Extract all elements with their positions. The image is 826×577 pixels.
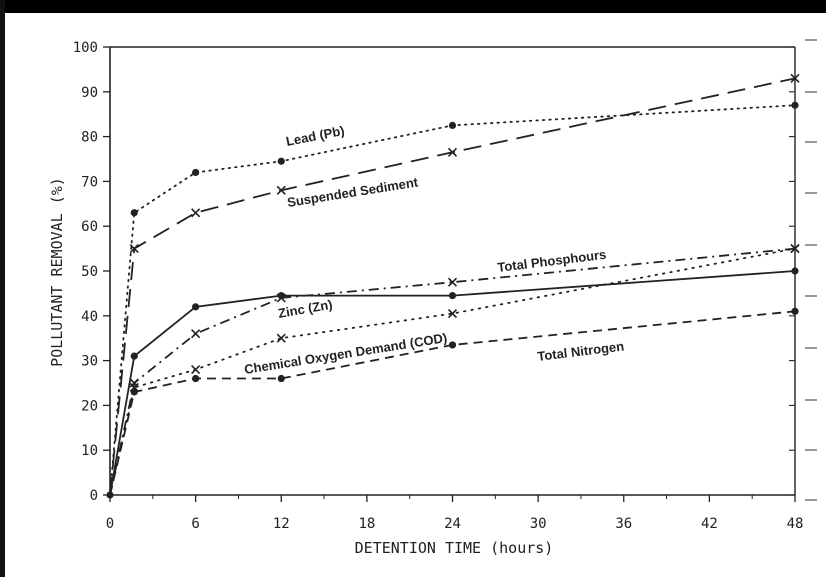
data-point	[106, 491, 114, 499]
y-tick-label: 80	[81, 130, 98, 146]
data-point	[448, 341, 457, 349]
data-point	[276, 185, 286, 195]
y-tick-label: 100	[73, 40, 98, 56]
data-point	[277, 292, 285, 300]
y-tick-label: 30	[81, 354, 98, 370]
data-point	[447, 308, 458, 319]
data-point	[448, 121, 457, 129]
x-tick-label: 24	[444, 516, 461, 532]
series-line	[109, 104, 796, 496]
tick-layer: 0 6 12 18 24 30 36 42 48 0 10 20 30 40 50 60 70 80 90 100	[73, 40, 804, 532]
data-point	[790, 244, 800, 254]
scan-left-border	[0, 0, 5, 577]
x-axis-title: DETENTION TIME (hours)	[355, 539, 554, 557]
chart-axes	[109, 46, 796, 496]
data-point	[130, 388, 138, 396]
series-label: Suspended Sediment	[286, 174, 420, 210]
data-point	[130, 352, 138, 360]
data-point	[448, 292, 457, 300]
y-tick-label: 10	[81, 443, 98, 459]
x-tick-label: 6	[191, 516, 199, 532]
data-point	[191, 208, 201, 218]
y-tick-label: 50	[81, 264, 98, 280]
x-tick-label: 18	[358, 516, 375, 532]
series-label: Total Phosphours	[497, 247, 608, 275]
x-tick-label: 0	[106, 516, 114, 532]
series-label: Lead (Pb)	[285, 123, 346, 149]
data-point	[191, 364, 201, 375]
series-label: Chemical Oxygen Demand (COD)	[243, 330, 448, 377]
data-point	[791, 307, 799, 315]
series-line	[109, 310, 796, 496]
data-point	[192, 303, 200, 311]
series-label-layer: Lead (Pb) Suspended Sediment Total Phospho…	[243, 123, 625, 377]
data-point	[192, 374, 200, 383]
data-point	[191, 329, 201, 339]
y-tick-label: 60	[81, 219, 98, 235]
x-tick-label: 42	[701, 516, 718, 532]
data-point	[129, 244, 139, 254]
data-point	[447, 147, 458, 157]
x-tick-label: 30	[530, 516, 547, 532]
data-point	[277, 374, 285, 383]
y-tick-label: 0	[90, 488, 98, 504]
series-layer	[106, 73, 800, 499]
data-point	[790, 73, 800, 83]
data-point	[130, 209, 138, 217]
y-tick-label: 20	[81, 398, 98, 414]
series-label: Zinc (Zn)	[277, 297, 334, 321]
y-axis-title: POLLUTANT REMOVAL (%)	[48, 177, 66, 367]
series-label: Total Nitrogen	[537, 338, 625, 364]
x-tick-label: 12	[273, 516, 290, 532]
y-tick-label: 70	[81, 174, 98, 190]
series-line	[109, 247, 796, 496]
data-point	[447, 277, 458, 287]
right-edge-scan-marks	[805, 39, 817, 501]
x-tick-label: 36	[615, 516, 632, 532]
data-point	[791, 267, 799, 275]
scan-top-border	[0, 0, 826, 13]
data-point	[791, 101, 799, 109]
data-point	[276, 333, 286, 343]
data-point	[192, 168, 200, 177]
series-line	[109, 270, 796, 496]
series-line	[109, 247, 796, 496]
x-tick-label: 48	[787, 516, 804, 532]
y-tick-label: 90	[81, 85, 98, 101]
y-tick-label: 40	[81, 309, 98, 325]
series-line	[109, 77, 796, 496]
data-point	[277, 157, 285, 165]
